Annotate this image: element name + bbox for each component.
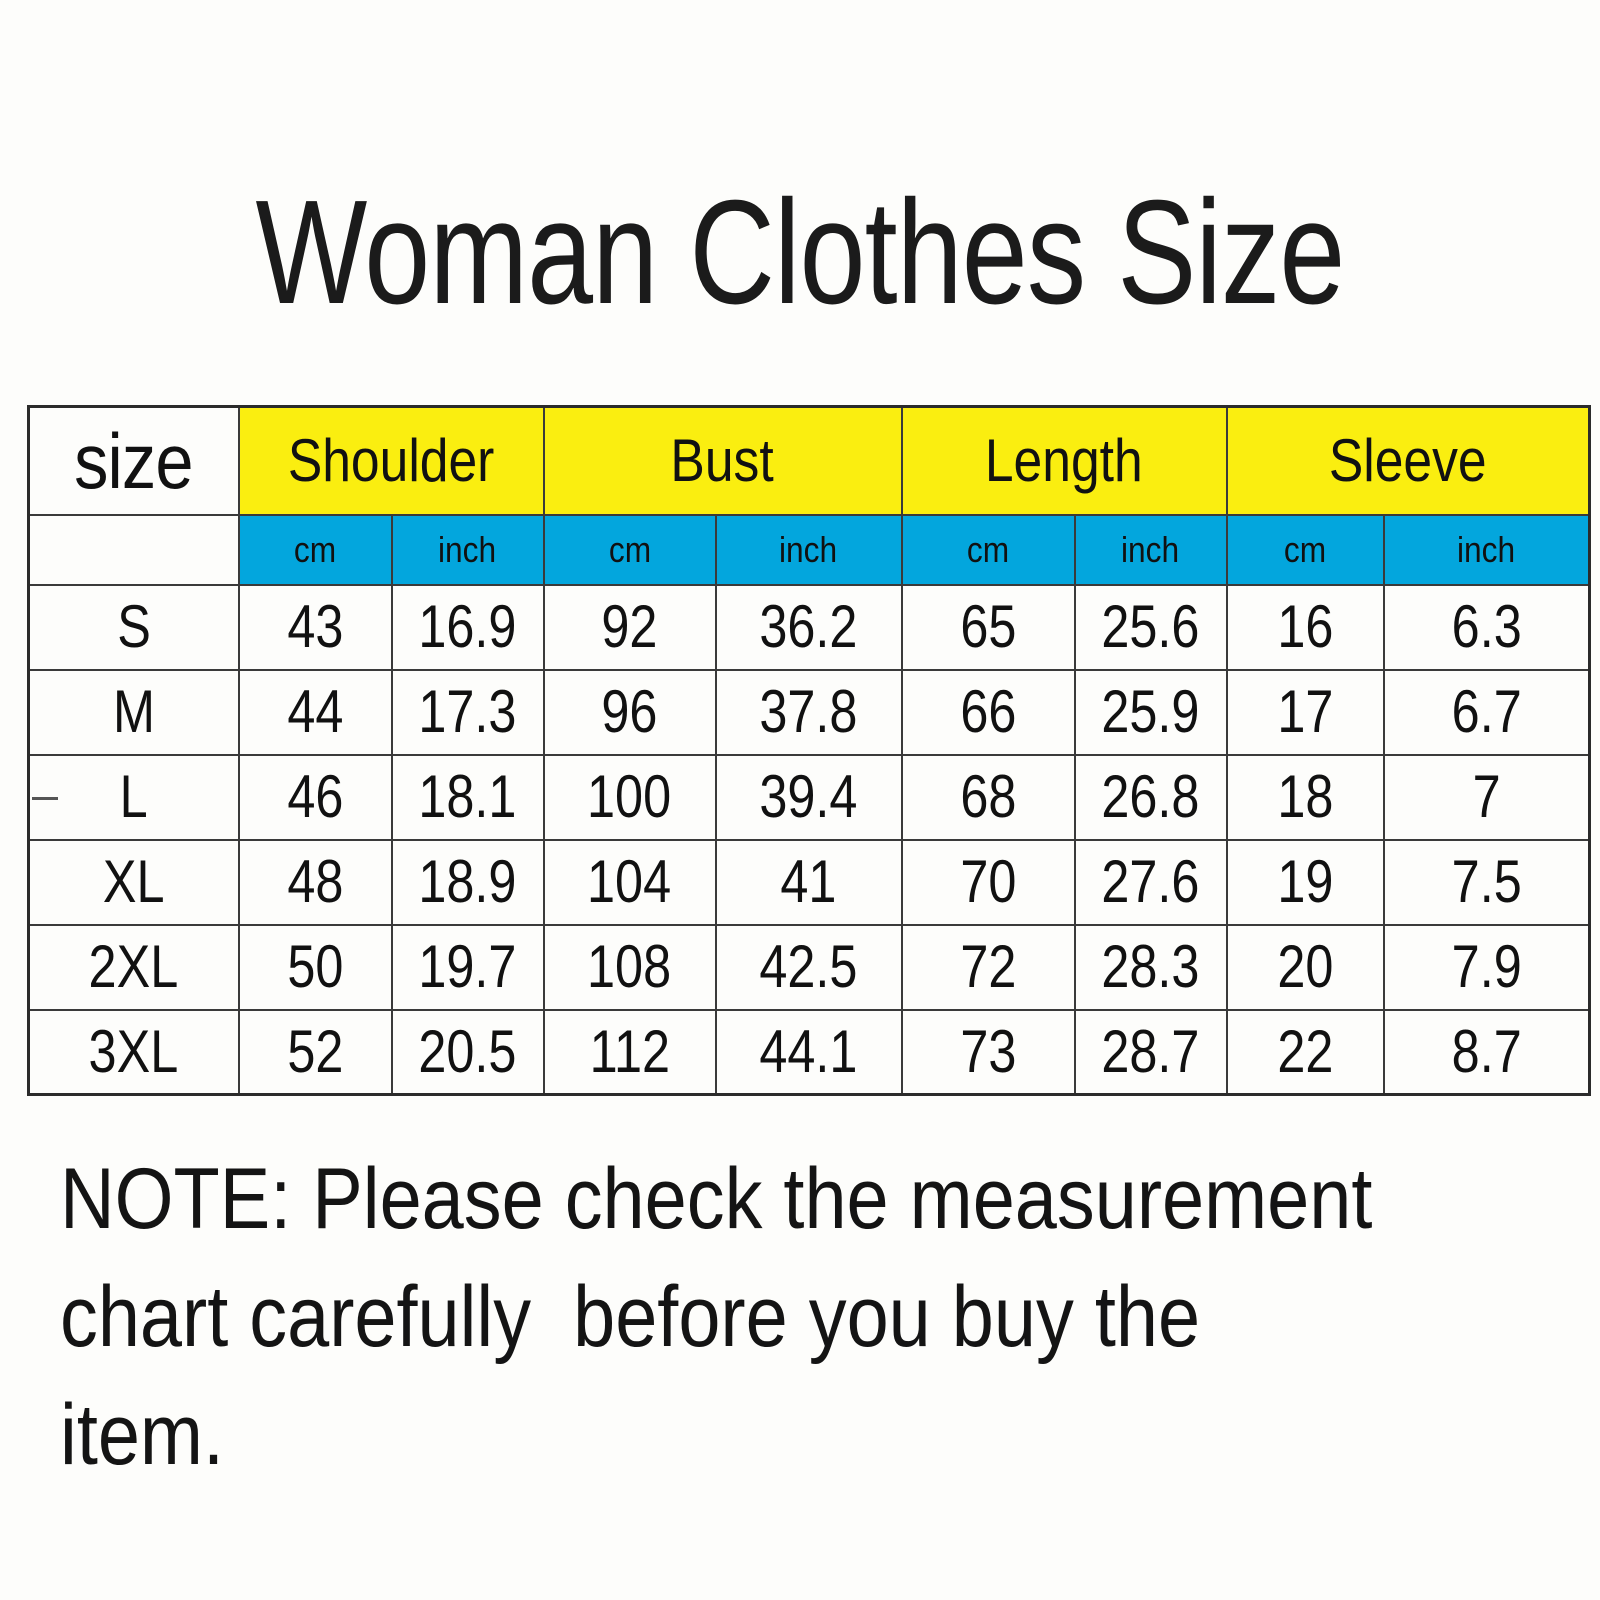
header-unit-shoulder-inch: inch	[390, 513, 545, 586]
cell-sleeve-cm: 19	[1225, 838, 1385, 926]
header-bust: Bust	[542, 405, 903, 516]
cell-sleeve-inch: 6.3	[1382, 583, 1591, 671]
row-size-label: 3XL	[27, 1008, 240, 1096]
table-row: XL 48 18.9 104 41 70 27.6 19 7.5	[27, 838, 1591, 926]
header-sleeve: Sleeve	[1225, 405, 1591, 516]
cell-sleeve-inch: 7	[1382, 753, 1591, 841]
cell-bust-cm: 96	[542, 668, 717, 756]
cell-length-inch: 25.6	[1073, 583, 1228, 671]
table-header-unit-row: cm inch cm inch cm inch cm inch	[27, 513, 1591, 586]
cell-length-cm: 72	[900, 923, 1076, 1011]
cell-shoulder-cm: 44	[237, 668, 393, 756]
cell-bust-cm: 108	[542, 923, 717, 1011]
cell-length-cm: 70	[900, 838, 1076, 926]
table-row: S 43 16.9 92 36.2 65 25.6 16 6.3	[27, 583, 1591, 671]
cell-length-inch: 28.3	[1073, 923, 1228, 1011]
cell-length-inch: 25.9	[1073, 668, 1228, 756]
cell-shoulder-inch: 17.3	[390, 668, 545, 756]
cell-bust-inch: 41	[714, 838, 903, 926]
header-unit-blank	[27, 513, 240, 586]
cell-length-cm: 68	[900, 753, 1076, 841]
table-row: L 46 18.1 100 39.4 68 26.8 18 7	[27, 753, 1591, 841]
cell-length-cm: 73	[900, 1008, 1076, 1096]
cell-sleeve-inch: 7.9	[1382, 923, 1591, 1011]
cell-length-inch: 26.8	[1073, 753, 1228, 841]
row-size-label: M	[27, 668, 240, 756]
header-unit-length-cm: cm	[900, 513, 1076, 586]
cell-shoulder-inch: 18.9	[390, 838, 545, 926]
table-row: 3XL 52 20.5 112 44.1 73 28.7 22 8.7	[27, 1008, 1591, 1096]
row-size-label: XL	[27, 838, 240, 926]
header-unit-shoulder-cm: cm	[237, 513, 393, 586]
cell-bust-inch: 44.1	[714, 1008, 903, 1096]
cell-shoulder-cm: 43	[237, 583, 393, 671]
table-row: M 44 17.3 96 37.8 66 25.9 17 6.7	[27, 668, 1591, 756]
header-size-label: size	[27, 405, 240, 516]
cell-shoulder-cm: 52	[237, 1008, 393, 1096]
cell-sleeve-cm: 17	[1225, 668, 1385, 756]
header-unit-bust-inch: inch	[714, 513, 903, 586]
cell-shoulder-cm: 48	[237, 838, 393, 926]
cell-sleeve-cm: 22	[1225, 1008, 1385, 1096]
header-unit-sleeve-cm: cm	[1225, 513, 1385, 586]
row-size-label: 2XL	[27, 923, 240, 1011]
cell-shoulder-inch: 18.1	[390, 753, 545, 841]
page-title: Woman Clothes Size	[255, 170, 1346, 335]
table-row: 2XL 50 19.7 108 42.5 72 28.3 20 7.9	[27, 923, 1591, 1011]
cell-sleeve-inch: 8.7	[1382, 1008, 1591, 1096]
cell-length-inch: 27.6	[1073, 838, 1228, 926]
cell-shoulder-inch: 20.5	[390, 1008, 545, 1096]
cell-bust-cm: 92	[542, 583, 717, 671]
row-size-label: L	[27, 753, 240, 841]
cell-length-cm: 66	[900, 668, 1076, 756]
size-chart-table: size Shoulder Bust Length Sleeve cm inch…	[27, 405, 1592, 1096]
cell-bust-cm: 112	[542, 1008, 717, 1096]
cell-sleeve-cm: 18	[1225, 753, 1385, 841]
cell-bust-cm: 104	[542, 838, 717, 926]
row-size-label: S	[27, 583, 240, 671]
cell-length-cm: 65	[900, 583, 1076, 671]
cell-shoulder-inch: 16.9	[390, 583, 545, 671]
header-length: Length	[900, 405, 1228, 516]
cell-sleeve-inch: 7.5	[1382, 838, 1591, 926]
cell-shoulder-inch: 19.7	[390, 923, 545, 1011]
table-header-group-row: size Shoulder Bust Length Sleeve	[27, 405, 1591, 516]
note-text: NOTE: Please check the measurement chart…	[60, 1151, 1394, 1483]
cell-bust-inch: 36.2	[714, 583, 903, 671]
cell-shoulder-cm: 50	[237, 923, 393, 1011]
cell-length-inch: 28.7	[1073, 1008, 1228, 1096]
header-shoulder: Shoulder	[237, 405, 545, 516]
header-unit-sleeve-inch: inch	[1382, 513, 1591, 586]
stray-dash-artifact	[32, 797, 58, 800]
header-unit-bust-cm: cm	[542, 513, 717, 586]
cell-bust-cm: 100	[542, 753, 717, 841]
cell-sleeve-cm: 20	[1225, 923, 1385, 1011]
cell-bust-inch: 42.5	[714, 923, 903, 1011]
cell-bust-inch: 37.8	[714, 668, 903, 756]
cell-bust-inch: 39.4	[714, 753, 903, 841]
header-unit-length-inch: inch	[1073, 513, 1228, 586]
cell-sleeve-cm: 16	[1225, 583, 1385, 671]
cell-sleeve-inch: 6.7	[1382, 668, 1591, 756]
cell-shoulder-cm: 46	[237, 753, 393, 841]
